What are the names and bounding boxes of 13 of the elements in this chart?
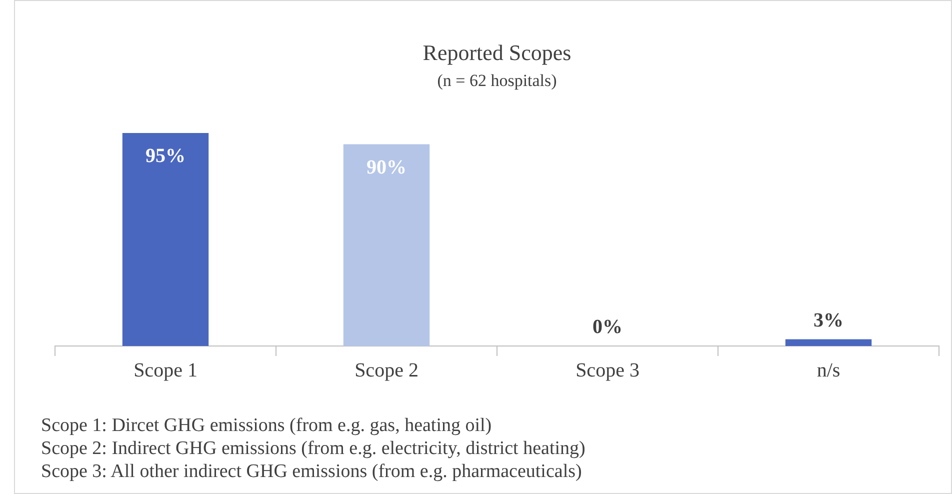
x-tick-label: Scope 1	[134, 359, 198, 382]
x-tick-label: n/s	[816, 359, 840, 382]
x-tick-label: Scope 2	[354, 359, 418, 382]
data-label: 95%	[146, 145, 186, 168]
text: Scope 3: All other indirect GHG emissions (from e.g. pharmaceuticals)	[41, 460, 583, 483]
chart-subtitle: (n = 62 hospitals)	[437, 71, 557, 90]
x-tick-label: Scope 3	[576, 359, 640, 382]
chart-title: Reported Scopes	[422, 40, 572, 65]
text: Scope 1: Dircet GHG emissions (from e.g. gas, heating oil)	[41, 414, 493, 437]
data-label: 90%	[366, 156, 406, 178]
data-label: 3%	[814, 309, 844, 332]
data-label: 0%	[592, 316, 622, 338]
text: Scope 2: Indirect GHG emissions (from e.g. electricity, district heating)	[41, 437, 586, 460]
